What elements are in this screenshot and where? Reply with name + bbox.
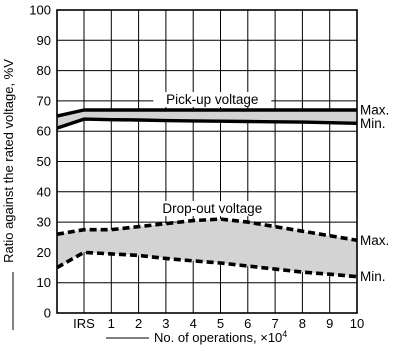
y-tick-label: 50: [37, 154, 51, 169]
x-tick-label: 5: [217, 316, 224, 331]
y-tick-label: 60: [37, 124, 51, 139]
y-tick-label: 80: [37, 63, 51, 78]
x-tick-label: 9: [326, 316, 333, 331]
x-tick-labels: IRS 1 2 3 4 5 6 7 8 9 10: [73, 316, 364, 331]
bands: [56, 108, 358, 279]
pickup-title-bg: [153, 91, 272, 107]
pickup-title: Pick-up voltage: [166, 92, 258, 107]
dropout-title: Drop-out voltage: [162, 201, 262, 216]
x-tick-label: 3: [162, 316, 169, 331]
dropout-min-line: [56, 250, 358, 279]
x-axis-label-exponent: 4: [282, 329, 287, 339]
pickup-max-label: Max.: [360, 102, 389, 117]
x-tick-label: 1: [108, 316, 115, 331]
x-tick-label: 6: [244, 316, 251, 331]
x-axis-label: No. of operations, ×104: [154, 329, 287, 345]
dropout-title-bg: [151, 201, 274, 217]
x-tick-label: 8: [299, 316, 306, 331]
y-tick-label: 10: [37, 275, 51, 290]
pickup-band-fill: [57, 109, 357, 129]
y-tick-label: 20: [37, 245, 51, 260]
y-tick-label: 100: [29, 3, 51, 18]
pickup-min-label: Min.: [360, 116, 386, 131]
x-tick-label: 4: [190, 316, 197, 331]
x-tick-label: 2: [135, 316, 142, 331]
pickup-min-line: [56, 117, 358, 130]
plot-frame: [56, 9, 358, 314]
x-tick-label: 7: [271, 316, 278, 331]
y-tick-label: 70: [37, 93, 51, 108]
y-axis-label: Ratio against the rated voltage, %V: [1, 59, 16, 263]
dropout-min-label: Min.: [360, 269, 386, 284]
x-tick-label: 10: [350, 316, 364, 331]
dropout-max-line: [56, 217, 358, 243]
y-tick-labels: 0 10 20 30 40 50 60 70 80 90 100: [29, 3, 51, 321]
dropout-band-fill: [57, 219, 357, 277]
pickup-max-line: [56, 108, 357, 118]
x-tick-label: IRS: [73, 316, 95, 331]
y-tick-label: 40: [37, 184, 51, 199]
y-tick-label: 90: [37, 33, 51, 48]
y-tick-label: 0: [44, 306, 51, 321]
x-axis-label-text: No. of operations, ×10: [154, 330, 282, 345]
dropout-max-label: Max.: [360, 233, 389, 248]
y-tick-label: 30: [37, 215, 51, 230]
annotations: Max.Min.Pick-up voltageMax.Min.Drop-out …: [151, 91, 389, 284]
